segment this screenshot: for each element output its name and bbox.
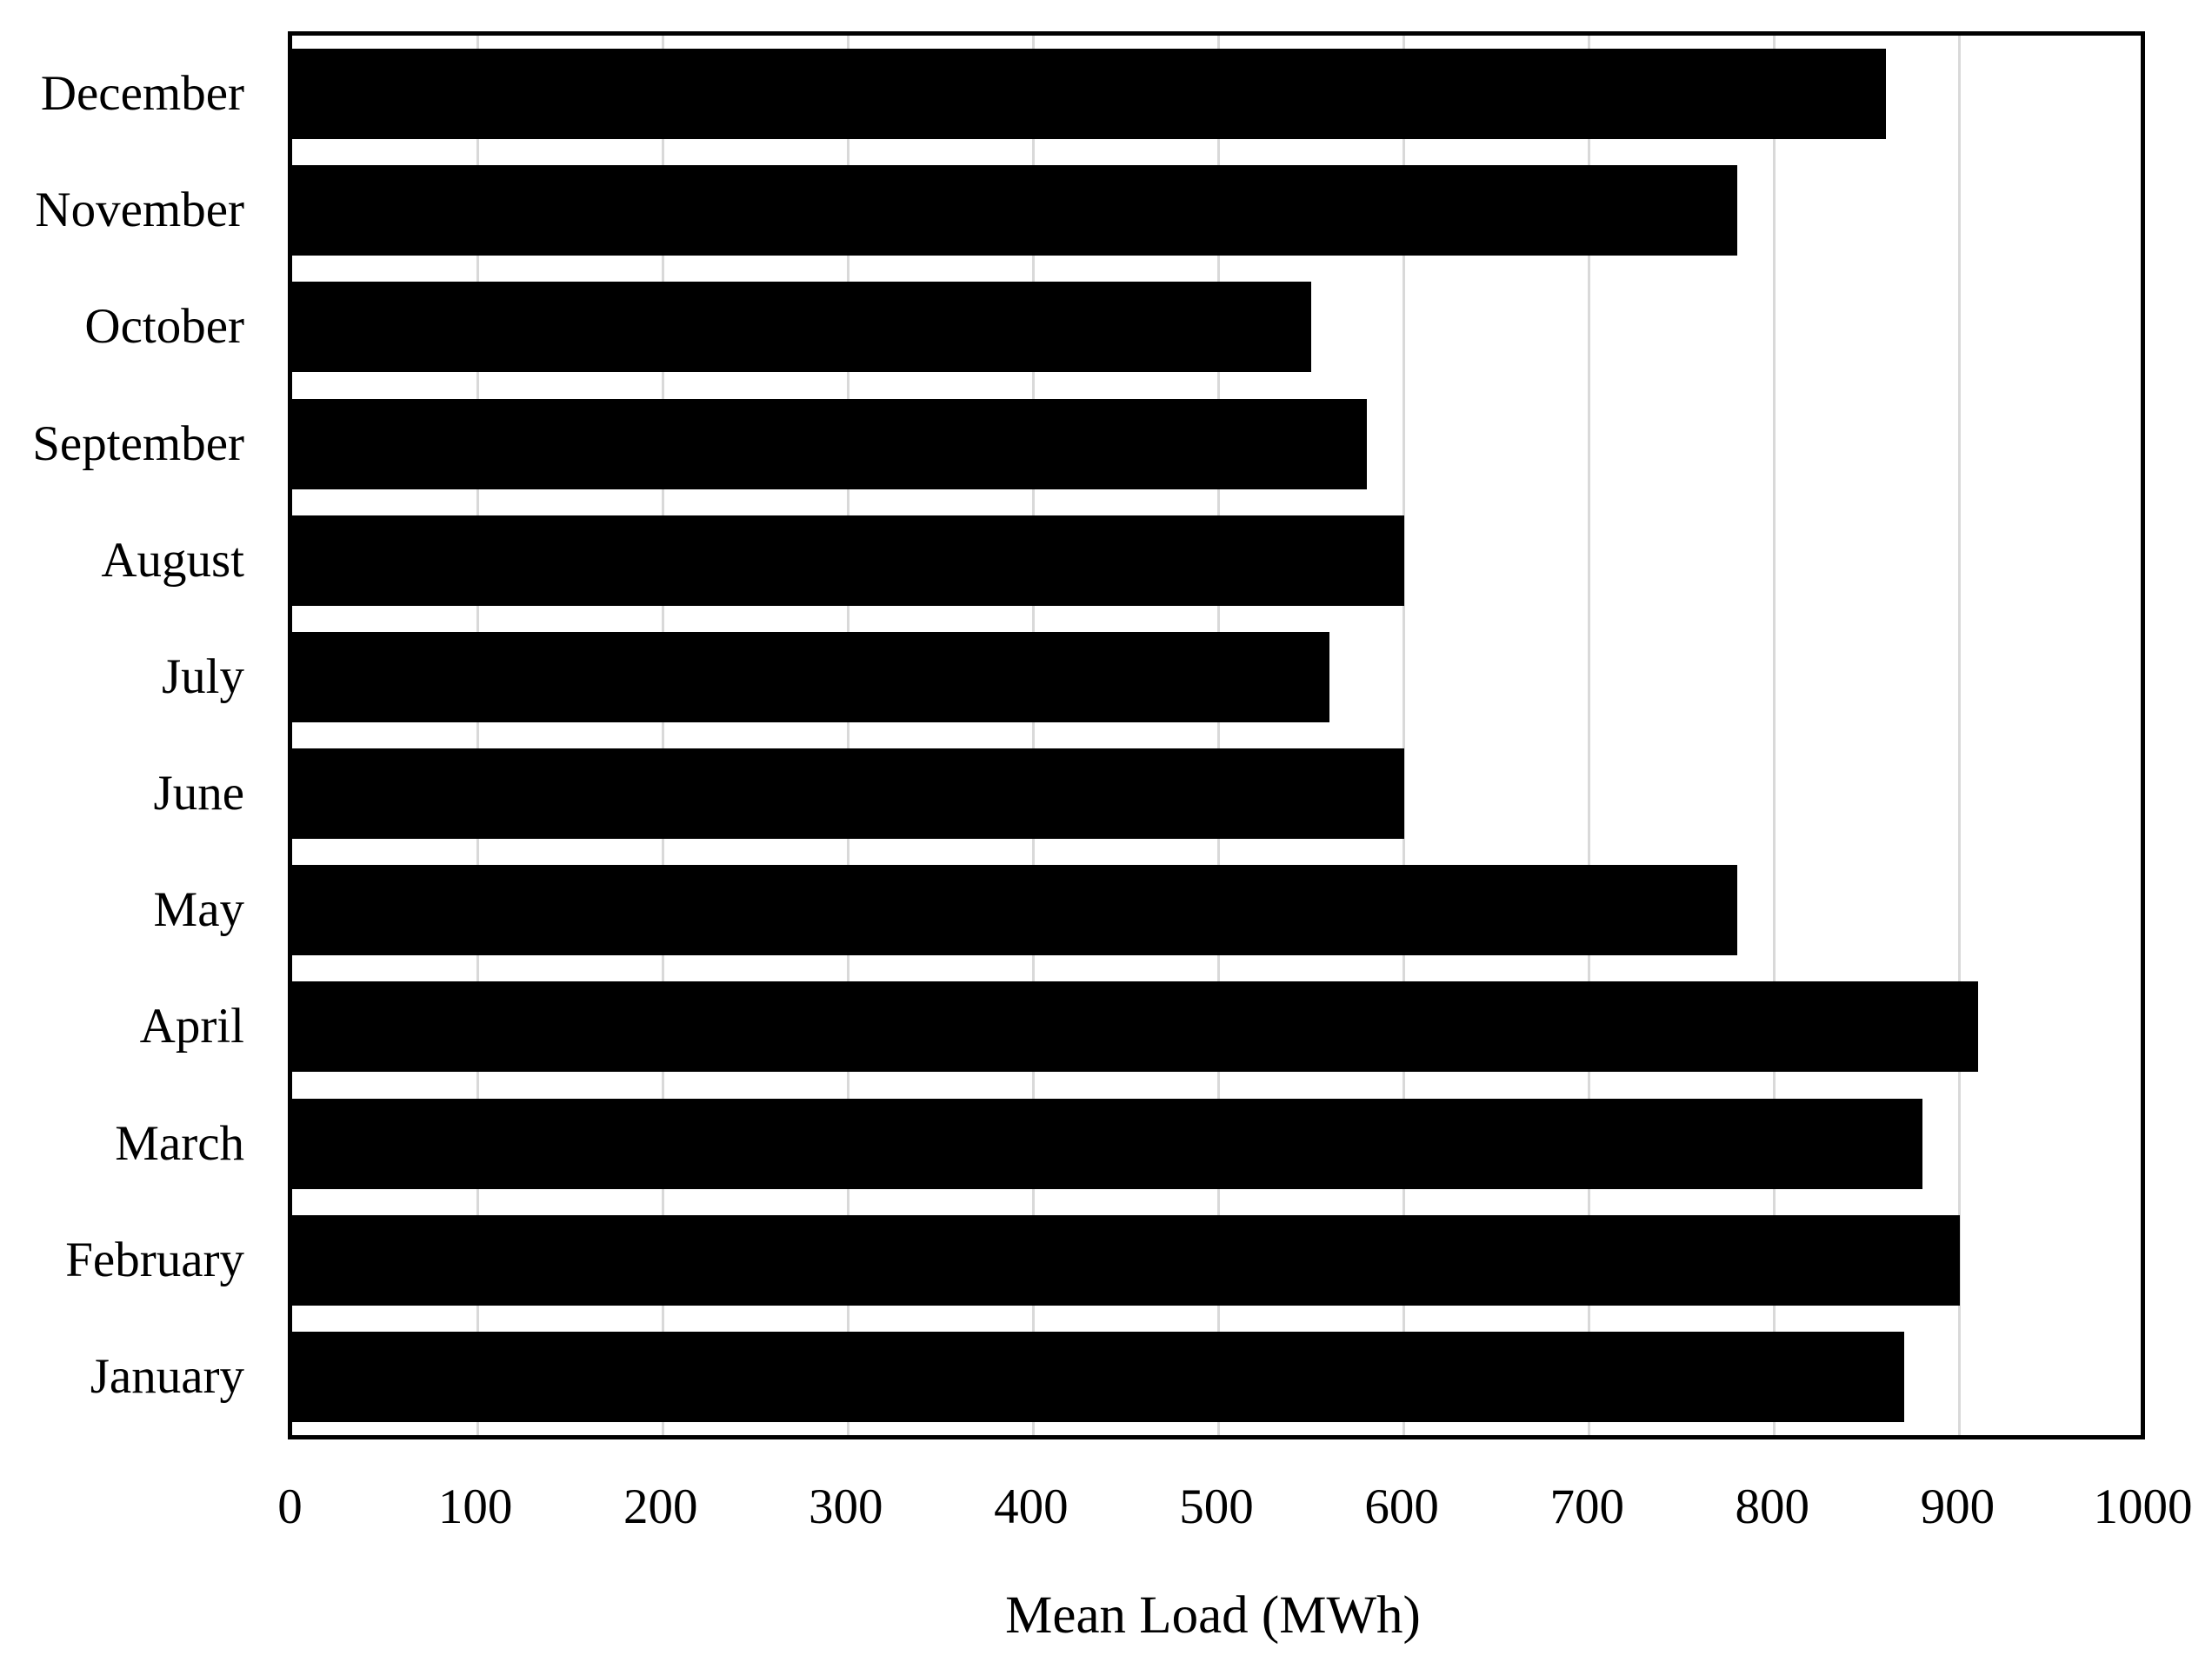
category-label-july: July: [161, 648, 244, 704]
bar-january: [292, 1331, 1904, 1422]
x-tick-label-0: 0: [277, 1479, 303, 1534]
gridline-800: [1773, 36, 1776, 1435]
x-tick-label-500: 500: [1179, 1479, 1254, 1534]
x-tick-label-1000: 1000: [2093, 1479, 2193, 1534]
x-tick-label-100: 100: [437, 1479, 513, 1534]
category-label-january: January: [90, 1348, 244, 1404]
category-label-december: December: [40, 66, 244, 122]
bar-december: [292, 49, 1886, 140]
bar-october: [292, 282, 1312, 373]
bar-september: [292, 398, 1367, 489]
bar-april: [292, 981, 1979, 1073]
category-label-june: June: [153, 766, 244, 821]
x-tick-label-200: 200: [623, 1479, 698, 1534]
gridline-900: [1958, 36, 1962, 1435]
category-label-april: April: [139, 999, 244, 1054]
bar-july: [292, 631, 1330, 722]
bar-june: [292, 748, 1404, 840]
category-label-november: November: [35, 183, 244, 238]
x-axis-title: Mean Load (MWh): [1005, 1586, 1421, 1645]
category-label-february: February: [65, 1232, 244, 1287]
gridline-300: [846, 36, 849, 1435]
bar-november: [292, 165, 1738, 256]
gridline-400: [1031, 36, 1035, 1435]
bar-february: [292, 1214, 1960, 1306]
x-tick-label-700: 700: [1549, 1479, 1624, 1534]
category-label-august: August: [101, 532, 244, 588]
gridline-200: [661, 36, 664, 1435]
gridline-500: [1217, 36, 1220, 1435]
x-tick-label-900: 900: [1920, 1479, 1995, 1534]
gridline-100: [476, 36, 479, 1435]
category-label-september: September: [32, 416, 244, 471]
bar-march: [292, 1098, 1923, 1189]
x-tick-label-400: 400: [994, 1479, 1069, 1534]
gridline-700: [1588, 36, 1591, 1435]
x-tick-label-600: 600: [1364, 1479, 1439, 1534]
plot-area: [288, 31, 2145, 1439]
bar-august: [292, 515, 1404, 606]
category-label-october: October: [84, 299, 244, 355]
x-tick-label-800: 800: [1735, 1479, 1810, 1534]
gridline-600: [1402, 36, 1406, 1435]
x-tick-label-300: 300: [809, 1479, 883, 1534]
bar-may: [292, 865, 1738, 956]
category-label-may: May: [153, 882, 244, 938]
category-label-march: March: [115, 1115, 244, 1171]
